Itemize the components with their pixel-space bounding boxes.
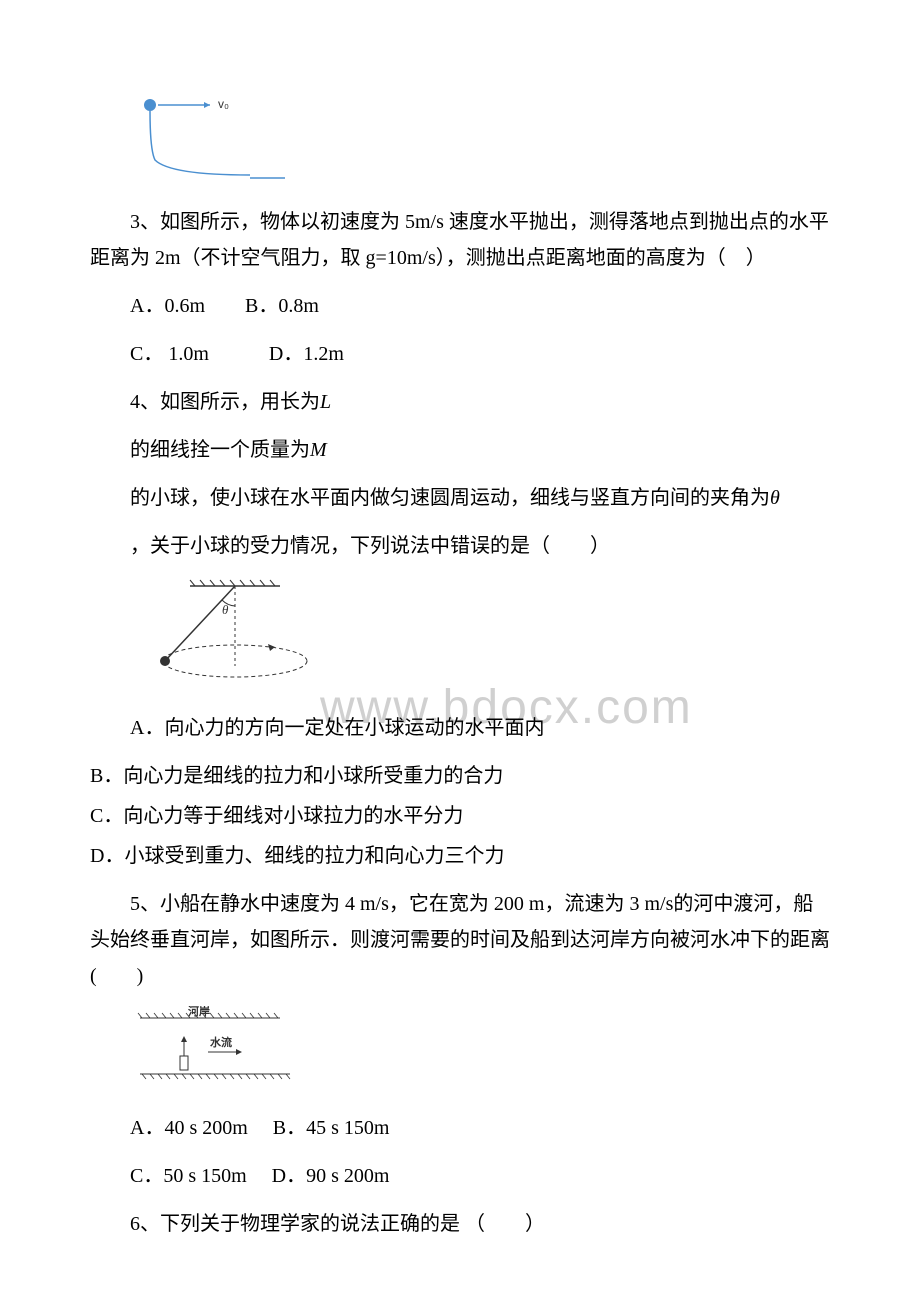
q6-text: 6、下列关于物理学家的说法正确的是 （ ） <box>90 1206 830 1242</box>
q5-text: 5、小船在静水中速度为 4 m/s，它在宽为 200 m，流速为 3 m/s的河… <box>90 886 830 994</box>
q4-line2: 的细线拴一个质量为M <box>90 432 830 468</box>
boat-icon <box>180 1056 188 1070</box>
q4-optA: A．向心力的方向一定处在小球运动的水平面内 <box>90 710 830 746</box>
velocity-arrow-head <box>204 102 210 108</box>
q3-text: 3、如图所示，物体以初速度为 5m/s 速度水平抛出，测得落地点到抛出点的水平距… <box>90 204 830 276</box>
boat-arrow-head <box>181 1036 187 1042</box>
figure-river-crossing: 河岸 水流 <box>130 1006 830 1098</box>
flow-arrow-head <box>236 1049 242 1055</box>
var-theta: θ <box>770 487 780 509</box>
bank-label: 河岸 <box>188 1006 210 1018</box>
q5-options-line1: A．40 s 200m B．45 s 150m <box>90 1110 830 1146</box>
q3-options-line1: A．0.6m B．0.8m <box>90 288 830 324</box>
theta-label: θ <box>222 602 229 617</box>
q4-optB: B．向心力是细线的拉力和小球所受重力的合力 <box>90 758 830 794</box>
q4-line4: ，关于小球的受力情况，下列说法中错误的是（ ） <box>90 528 830 564</box>
string-line <box>165 586 235 661</box>
var-M: M <box>310 439 327 461</box>
q5-options-line2: C．50 s 150m D．90 s 200m <box>90 1158 830 1194</box>
figure-projectile: v₀ <box>130 90 830 192</box>
q3-options-line2: C． 1.0m D．1.2m <box>90 336 830 372</box>
flow-label: 水流 <box>210 1035 232 1049</box>
q4-optC: C．向心力等于细线对小球拉力的水平分力 <box>90 798 830 834</box>
bottom-bank-hatches <box>142 1074 290 1079</box>
v0-label: v₀ <box>218 97 229 111</box>
q4-line1: 4、如图所示，用长为L <box>90 384 830 420</box>
direction-arrow-icon <box>268 644 275 651</box>
q4-optD: D．小球受到重力、细线的拉力和向心力三个力 <box>90 838 830 874</box>
ceiling-hatches <box>190 580 275 586</box>
figure-conical-pendulum: θ <box>130 576 830 698</box>
var-L: L <box>320 391 331 413</box>
projectile-ball-icon <box>144 99 156 111</box>
q4-line3: 的小球，使小球在水平面内做匀速圆周运动，细线与竖直方向间的夹角为θ <box>90 480 830 516</box>
trajectory-curve <box>150 111 250 175</box>
